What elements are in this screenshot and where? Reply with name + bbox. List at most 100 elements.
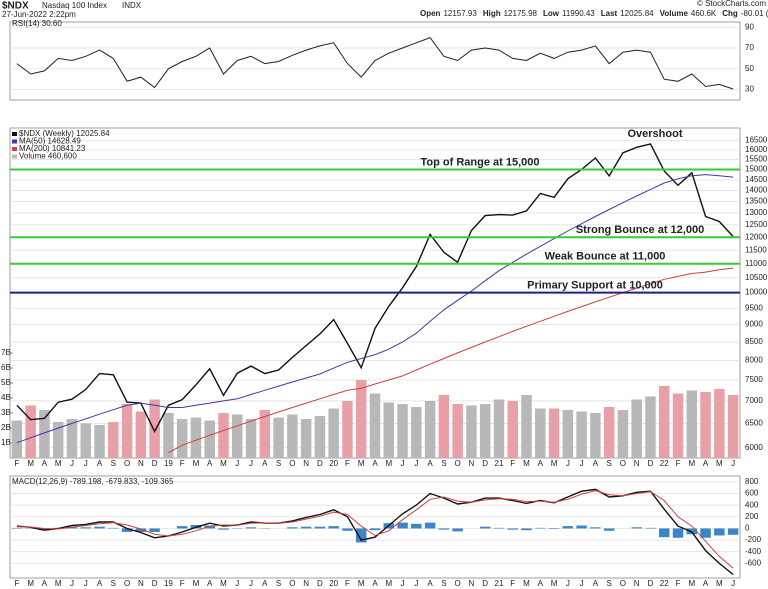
x-tick-label: A <box>538 579 544 588</box>
y-tick-label: 12500 <box>745 220 768 229</box>
histogram-bar <box>576 525 587 529</box>
volume-bar <box>631 399 642 458</box>
histogram-bar <box>218 528 229 530</box>
y-tick-label: 7500 <box>745 375 763 384</box>
volume-bar <box>548 408 560 458</box>
legend-entry: Volume 460,600 <box>19 152 77 161</box>
x-tick-label: A <box>538 459 544 468</box>
volume-bar <box>411 407 422 458</box>
histogram-bar <box>355 528 367 543</box>
histogram-bar <box>424 522 436 529</box>
x-tick-label: J <box>401 579 405 588</box>
x-tick-label: A <box>703 459 709 468</box>
date: 27-Jun-2022 2:22pm <box>2 10 76 19</box>
x-tick-label: F <box>345 459 350 468</box>
volume-bar <box>535 408 546 458</box>
x-tick-label: J <box>84 459 88 468</box>
x-tick-label: M <box>688 579 695 588</box>
x-tick-label: J <box>580 459 584 468</box>
panel-title: RSI(14) 30.60 <box>12 19 62 28</box>
x-tick-label: M <box>551 579 558 588</box>
legend-entry: MA(200) 10841.23 <box>19 144 86 153</box>
volume-bar <box>603 407 615 458</box>
x-tick-label: M <box>523 459 530 468</box>
x-tick-label: J <box>401 459 405 468</box>
volume-bar <box>94 425 105 458</box>
x-tick-label: J <box>249 459 253 468</box>
x-tick-label: J <box>731 459 735 468</box>
x-tick-label: O <box>124 579 130 588</box>
y2-tick-label: 3B <box>1 408 11 417</box>
y-tick-label: 16500 <box>745 136 768 145</box>
histogram-bar <box>245 527 257 529</box>
quote-label: Volume <box>660 9 689 18</box>
x-tick-label: N <box>634 459 640 468</box>
y-tick-label: 11500 <box>745 245 767 254</box>
x-tick-label: O <box>455 459 461 468</box>
callout: Overshoot <box>627 128 682 140</box>
volume-bar <box>562 410 574 458</box>
rsi-line <box>16 36 734 90</box>
x-tick-label: 22 <box>660 579 669 588</box>
x-tick-label: J <box>566 459 570 468</box>
x-tick-label: S <box>276 459 281 468</box>
x-tick-label: J <box>235 459 239 468</box>
x-tick-label: M <box>193 459 200 468</box>
x-tick-label: 19 <box>164 579 173 588</box>
y-tick-label: 7000 <box>745 396 763 405</box>
x-tick-label: M <box>358 459 365 468</box>
x-tick-label: 21 <box>495 579 504 588</box>
histogram-bar <box>314 526 326 529</box>
volume-bar <box>438 395 450 458</box>
x-tick-label: S <box>606 459 611 468</box>
x-tick-label: F <box>14 579 19 588</box>
histogram-bar <box>727 528 739 535</box>
volume-bar <box>576 411 587 458</box>
y-tick-label: 200 <box>745 512 759 521</box>
x-tick-label: M <box>220 579 227 588</box>
legend-entry: $NDX (Weekly) 12025.84 <box>19 129 110 138</box>
symbol: $NDX <box>2 1 29 12</box>
y-tick-label: 10000 <box>745 288 768 297</box>
volume-bar <box>342 401 353 458</box>
y-tick-label: 13000 <box>745 208 768 217</box>
x-tick-label: F <box>180 459 185 468</box>
y2-tick-label: 1B <box>1 438 11 447</box>
index-name: Nasdaq 100 Index <box>42 1 107 10</box>
volume-bar <box>176 419 188 458</box>
y-tick-label: 30 <box>745 85 754 94</box>
y-tick-label: 8000 <box>745 355 763 364</box>
x-tick-label: F <box>510 459 515 468</box>
series-line <box>16 490 734 569</box>
panel-title: MACD(12,26,9) -789.198, -679.833, -109.3… <box>12 477 174 486</box>
histogram-bar <box>39 528 50 531</box>
x-tick-label: D <box>482 459 488 468</box>
x-tick-label: A <box>427 579 433 588</box>
x-tick-label: M <box>27 579 34 588</box>
histogram-bar <box>300 526 312 529</box>
volume-bar <box>328 408 339 458</box>
volume-bar <box>218 413 229 458</box>
histogram-bar <box>438 528 450 530</box>
x-tick-label: M <box>27 459 34 468</box>
quote-label: Low <box>543 9 560 18</box>
volume-bar <box>259 410 271 458</box>
x-tick-label: 21 <box>495 459 504 468</box>
x-tick-label: D <box>648 579 654 588</box>
x-tick-label: A <box>42 579 48 588</box>
histogram-bar <box>108 527 119 529</box>
volume-bar <box>273 417 284 458</box>
histogram-bar <box>80 527 91 529</box>
x-tick-label: J <box>70 459 74 468</box>
x-tick-label: A <box>262 459 268 468</box>
volume-bar <box>66 419 78 458</box>
y-tick-label: 15000 <box>745 165 768 174</box>
x-tick-label: M <box>385 579 392 588</box>
histogram-bar <box>479 526 491 529</box>
y2-tick-label: 7B <box>1 348 11 357</box>
histogram-bar <box>590 527 601 529</box>
x-tick-label: D <box>482 579 488 588</box>
x-tick-label: D <box>152 579 158 588</box>
histogram-bar <box>672 528 684 538</box>
x-tick-label: J <box>580 579 584 588</box>
